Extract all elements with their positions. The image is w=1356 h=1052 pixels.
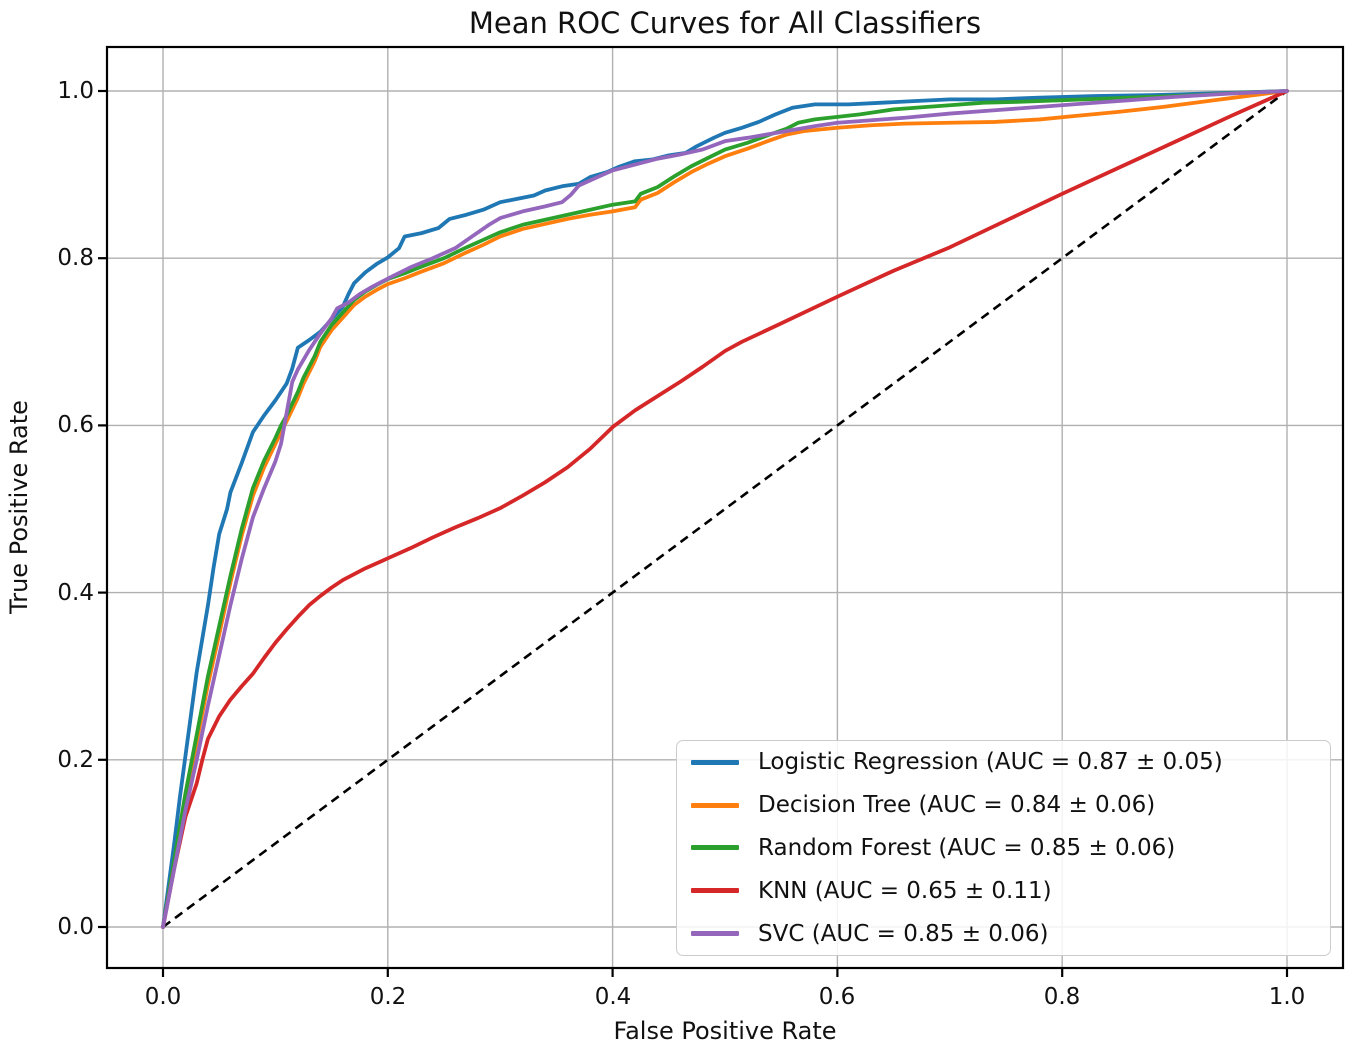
y-tick-label: 0.0 — [57, 914, 94, 940]
chart-title: Mean ROC Curves for All Classifiers — [468, 6, 982, 40]
legend-item-label: Decision Tree (AUC = 0.84 ± 0.06) — [758, 792, 1156, 819]
legend-line-sample — [691, 759, 739, 765]
legend-line-sample — [691, 845, 739, 851]
x-tick-label: 1.0 — [1268, 984, 1306, 1010]
legend-line-sample — [691, 931, 739, 937]
legend-item-label: Random Forest (AUC = 0.85 ± 0.06) — [758, 834, 1176, 861]
y-tick-label: 1.0 — [57, 78, 94, 104]
y-axis-label: True Positive Rate — [5, 400, 33, 614]
x-axis-label: False Positive Rate — [613, 1017, 837, 1045]
x-tick-label: 0.0 — [144, 984, 182, 1010]
legend-item-label: KNN (AUC = 0.65 ± 0.11) — [758, 877, 1052, 904]
x-tick-label: 0.2 — [369, 984, 407, 1010]
legend-item-label: Logistic Regression (AUC = 0.87 ± 0.05) — [758, 749, 1223, 776]
legend-item: Decision Tree (AUC = 0.84 ± 0.06) — [677, 784, 1330, 827]
y-tick-label: 0.4 — [57, 580, 94, 606]
legend-item: KNN (AUC = 0.65 ± 0.11) — [677, 869, 1330, 912]
x-tick-label: 0.6 — [818, 984, 856, 1010]
legend-line-sample — [691, 802, 739, 808]
legend-item: Logistic Regression (AUC = 0.87 ± 0.05) — [677, 741, 1330, 784]
y-tick-label: 0.6 — [57, 412, 94, 438]
x-tick-label: 0.8 — [1043, 984, 1081, 1010]
y-tick-label: 0.8 — [57, 245, 94, 271]
legend: Logistic Regression (AUC = 0.87 ± 0.05) … — [676, 740, 1331, 956]
legend-line-sample — [691, 888, 739, 894]
x-tick-label: 0.4 — [594, 984, 632, 1010]
y-tick-label: 0.2 — [57, 747, 94, 773]
legend-item-label: SVC (AUC = 0.85 ± 0.06) — [758, 920, 1049, 947]
legend-item: SVC (AUC = 0.85 ± 0.06) — [677, 912, 1330, 955]
legend-item: Random Forest (AUC = 0.85 ± 0.06) — [677, 827, 1330, 870]
